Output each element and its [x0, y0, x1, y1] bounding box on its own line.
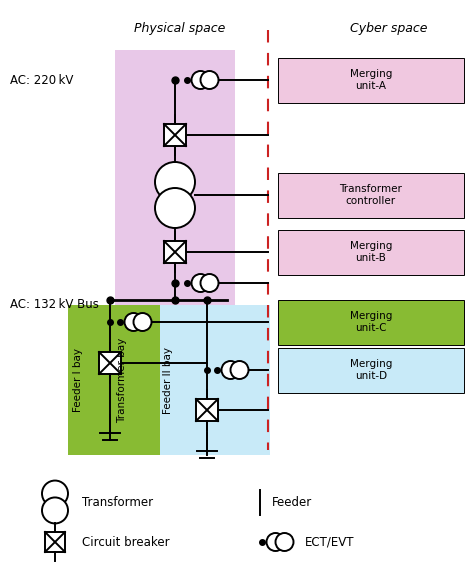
Circle shape [155, 162, 195, 202]
Text: Cyber space: Cyber space [350, 22, 428, 35]
Circle shape [125, 313, 143, 331]
Text: Feeder: Feeder [272, 495, 312, 508]
Circle shape [191, 274, 210, 292]
Bar [278, 230, 464, 275]
Circle shape [155, 188, 195, 228]
Circle shape [201, 71, 219, 89]
Bar [160, 305, 270, 455]
Bar [164, 124, 186, 146]
Text: Feeder II bay: Feeder II bay [163, 346, 173, 413]
Circle shape [191, 71, 210, 89]
Text: Merging
unit-B: Merging unit-B [350, 241, 392, 263]
Text: Circuit breaker: Circuit breaker [82, 535, 170, 548]
Circle shape [230, 361, 248, 379]
Text: ECT/EVT: ECT/EVT [305, 535, 355, 548]
Bar [115, 50, 235, 310]
Text: Physical space: Physical space [135, 22, 226, 35]
Bar [278, 58, 464, 103]
Circle shape [42, 497, 68, 524]
Circle shape [221, 361, 239, 379]
Bar [196, 399, 218, 421]
Circle shape [42, 481, 68, 507]
Text: AC: 220 kV: AC: 220 kV [10, 73, 73, 86]
Bar [99, 352, 121, 374]
Circle shape [266, 533, 284, 551]
Bar [278, 173, 464, 218]
Text: Feeder I bay: Feeder I bay [73, 348, 83, 412]
Bar [278, 300, 464, 345]
Text: Merging
unit-D: Merging unit-D [350, 359, 392, 381]
Circle shape [201, 274, 219, 292]
Text: Merging
unit-A: Merging unit-A [350, 69, 392, 91]
Bar [45, 532, 65, 552]
Circle shape [275, 533, 293, 551]
Bar [68, 305, 160, 455]
Text: Transformer: Transformer [82, 495, 153, 508]
Text: Transformer bay: Transformer bay [117, 338, 127, 423]
Text: Merging
unit-C: Merging unit-C [350, 311, 392, 333]
Bar [164, 241, 186, 263]
Text: Transformer
controller: Transformer controller [339, 184, 402, 206]
Bar [278, 348, 464, 393]
Circle shape [134, 313, 152, 331]
Text: AC: 132 kV Bus: AC: 132 kV Bus [10, 299, 99, 312]
